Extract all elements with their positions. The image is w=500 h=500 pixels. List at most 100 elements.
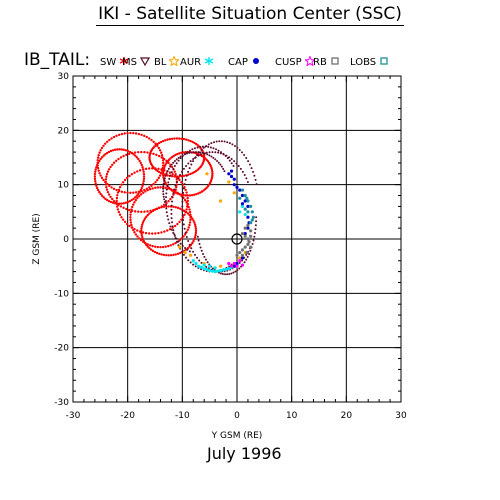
y-tick-label: 30 — [58, 72, 70, 82]
sw-point — [129, 216, 132, 219]
sw-point — [165, 205, 168, 208]
sw-point — [125, 153, 128, 157]
sw-point — [104, 183, 108, 186]
sw-point — [107, 168, 111, 171]
sw-point — [133, 210, 137, 213]
sw-point — [162, 170, 165, 174]
aur-point — [199, 265, 204, 269]
sw-point — [131, 226, 134, 229]
sw-point — [151, 244, 154, 248]
ms-point — [255, 216, 258, 219]
ms-point — [217, 161, 220, 164]
sw-point — [166, 174, 169, 177]
sw-point — [102, 196, 105, 199]
sw-point — [99, 192, 102, 196]
sw-point — [169, 197, 172, 201]
rb-point — [246, 242, 250, 247]
sw-point — [156, 186, 160, 189]
period-label: July 1996 — [207, 444, 282, 463]
sw-point — [93, 175, 97, 178]
sw-point — [169, 244, 172, 247]
ms-point — [181, 196, 184, 199]
ms-point — [254, 224, 257, 227]
aur-point — [191, 259, 195, 263]
y-tick-label: -10 — [54, 289, 69, 299]
ms-point — [187, 170, 190, 173]
sw-point — [141, 223, 144, 226]
ms-point — [170, 163, 173, 166]
ms-point — [206, 261, 209, 264]
sw-point — [111, 197, 114, 201]
ms-point — [200, 261, 203, 264]
ms-point — [205, 265, 208, 268]
sw-point — [112, 161, 116, 164]
sw-point — [189, 215, 193, 219]
ms-point — [172, 168, 175, 171]
ms-point — [253, 231, 256, 234]
ms-point — [220, 165, 223, 168]
aur-point — [197, 264, 201, 268]
sw-point — [106, 140, 109, 143]
sw-point — [142, 172, 146, 176]
sw-point — [141, 221, 145, 224]
legend-item-sw: SW — [100, 56, 129, 69]
ms-point — [166, 184, 169, 187]
sw-point — [95, 166, 98, 169]
sw-point — [100, 194, 104, 197]
bl-point — [219, 264, 223, 268]
ms-point — [224, 273, 227, 276]
sw-point — [162, 168, 165, 172]
legend-marker-icon — [116, 56, 129, 69]
sw-point — [146, 245, 149, 248]
ms-point — [188, 243, 191, 246]
sw-point — [210, 178, 213, 181]
ms-point — [183, 227, 186, 230]
ms-point — [181, 209, 184, 212]
sw-point — [95, 184, 98, 188]
sw-point — [152, 140, 155, 143]
sw-point — [107, 193, 111, 196]
sw-point — [171, 173, 174, 176]
sw-point — [136, 196, 139, 200]
sw-point — [165, 254, 168, 257]
sw-point — [105, 185, 108, 189]
ms-point — [196, 235, 199, 238]
sw-point — [132, 131, 135, 135]
ms-point — [167, 218, 170, 221]
ms-point — [204, 145, 207, 148]
sw-point — [211, 170, 214, 174]
ms-point — [200, 148, 203, 151]
sw-point — [182, 235, 185, 238]
ms-point — [163, 177, 166, 180]
ms-point — [179, 174, 182, 177]
lobs-point — [245, 196, 249, 200]
sw-point — [105, 188, 109, 191]
sw-point — [135, 194, 139, 197]
legend-item-cusp: CUSP — [275, 55, 316, 69]
ms-point — [189, 160, 192, 163]
ms-point — [253, 174, 256, 177]
sw-point — [182, 151, 185, 154]
ms-point — [170, 212, 173, 215]
ms-point — [245, 177, 248, 180]
sw-point — [143, 217, 147, 220]
sw-point — [116, 194, 119, 197]
sw-point — [122, 202, 125, 205]
sw-point — [187, 205, 190, 209]
sw-point — [157, 146, 161, 150]
rb-point — [249, 229, 253, 233]
sw-point — [129, 221, 133, 224]
sw-point — [188, 223, 191, 227]
ms-point — [201, 151, 204, 154]
ms-point — [180, 170, 183, 173]
sw-point — [158, 174, 162, 177]
aur-point — [202, 263, 206, 267]
ms-point — [192, 158, 195, 161]
ms-point — [243, 261, 246, 264]
sw-point — [142, 239, 146, 243]
sw-point — [143, 241, 147, 245]
sw-point — [167, 199, 170, 203]
sw-point — [140, 227, 143, 230]
ms-point — [191, 148, 194, 151]
ms-point — [173, 233, 176, 236]
